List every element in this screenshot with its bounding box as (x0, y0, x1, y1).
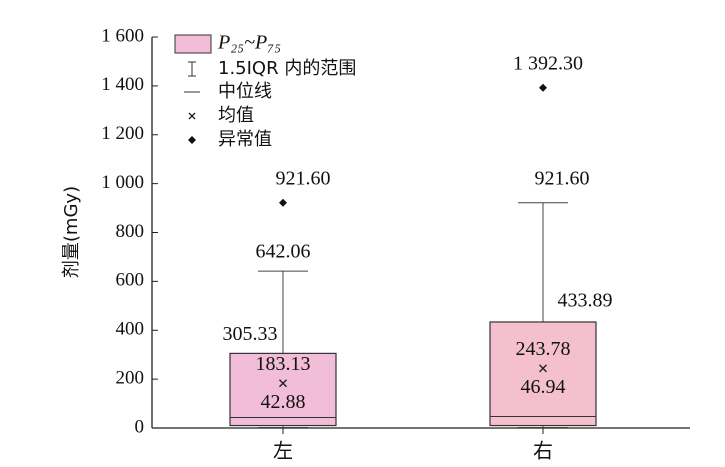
value-label: 305.33 (223, 323, 278, 345)
y-tick-label: 1 000 (101, 172, 144, 193)
value-label: 921.60 (535, 167, 590, 189)
y-axis-label: 剂量(mGy) (61, 186, 82, 278)
outlier (279, 198, 287, 207)
value-label: 921.60 (276, 167, 331, 189)
y-tick-label: 400 (116, 319, 145, 340)
value-label: 243.78 (516, 338, 571, 360)
legend-symbol (188, 136, 196, 144)
legend-label: 均值 (218, 105, 254, 126)
y-tick-label: 1 600 (101, 25, 144, 46)
legend-label: 1.5IQR 内的范围 (218, 58, 356, 79)
value-label: 42.88 (261, 391, 306, 413)
box (229, 352, 337, 427)
y-tick-label: 600 (116, 270, 145, 291)
legend-label: 异常值 (218, 129, 272, 150)
value-label: 1 392.30 (513, 52, 583, 74)
y-tick-label: 0 (135, 416, 145, 437)
box (489, 321, 597, 427)
legend-label: 中位线 (218, 81, 272, 102)
x-tick-label: 左 (273, 439, 293, 463)
outlier (539, 83, 547, 92)
legend-symbol (188, 61, 196, 77)
y-tick-label: 800 (116, 221, 145, 242)
x-tick-label: 右 (533, 439, 553, 463)
value-label: 642.06 (256, 241, 311, 263)
legend-swatch (174, 34, 212, 54)
y-tick-label: 1 400 (101, 74, 144, 95)
y-tick-label: 200 (116, 367, 145, 388)
value-label: 433.89 (558, 290, 613, 312)
mean-marker (279, 379, 287, 388)
value-label: 183.13 (256, 353, 311, 375)
y-tick-label: 1 200 (101, 123, 144, 144)
mean-marker (539, 364, 547, 373)
legend-label: P₂₅~P₇₅ (217, 32, 281, 54)
value-label: 46.94 (521, 376, 566, 398)
legend-symbol (188, 112, 196, 120)
